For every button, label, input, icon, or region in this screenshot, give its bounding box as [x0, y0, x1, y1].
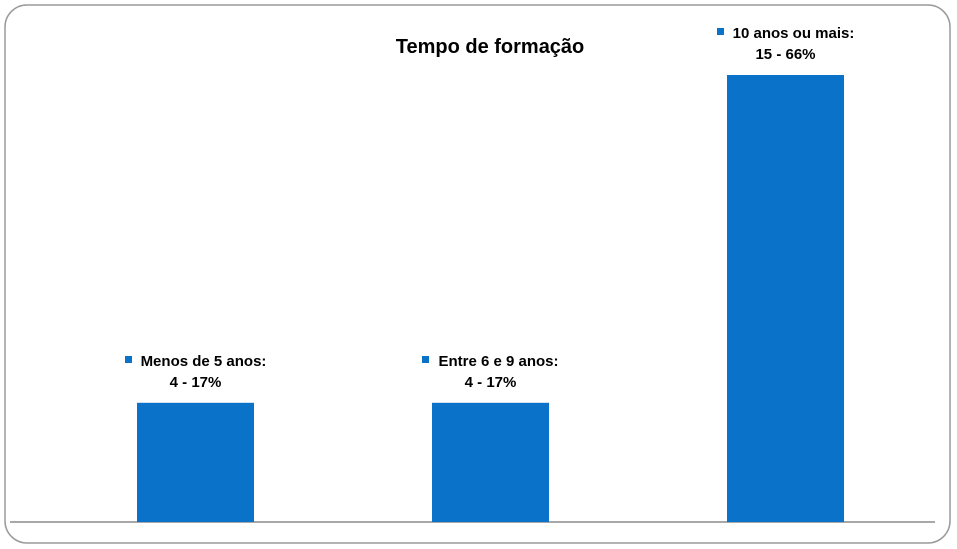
data-label: 10 anos ou mais: 15 - 66%: [676, 23, 896, 65]
category-label: Entre 6 e 9 anos:: [438, 352, 559, 370]
category-label: 10 anos ou mais:: [732, 25, 855, 42]
legend-key: [422, 355, 430, 363]
value-label: 15 - 66%: [755, 46, 816, 63]
category-line: Menos de 5 anos:: [121, 351, 271, 372]
bar: [727, 75, 844, 522]
value-label: 4 - 17%: [169, 373, 222, 391]
value-label: 4 - 17%: [464, 373, 517, 391]
chart-title: Tempo de formação: [395, 36, 585, 58]
bar: [137, 402, 254, 522]
category-label: Menos de 5 anos:: [140, 352, 267, 370]
legend-key: [124, 355, 132, 363]
bar: [432, 402, 549, 522]
data-label: Entre 6 e 9 anos: 4 - 17%: [381, 351, 601, 393]
legend-key: [716, 28, 724, 35]
data-label: Menos de 5 anos: 4 - 17%: [121, 351, 271, 393]
category-line: 10 anos ou mais:: [676, 23, 896, 44]
category-line: Entre 6 e 9 anos:: [381, 351, 601, 372]
